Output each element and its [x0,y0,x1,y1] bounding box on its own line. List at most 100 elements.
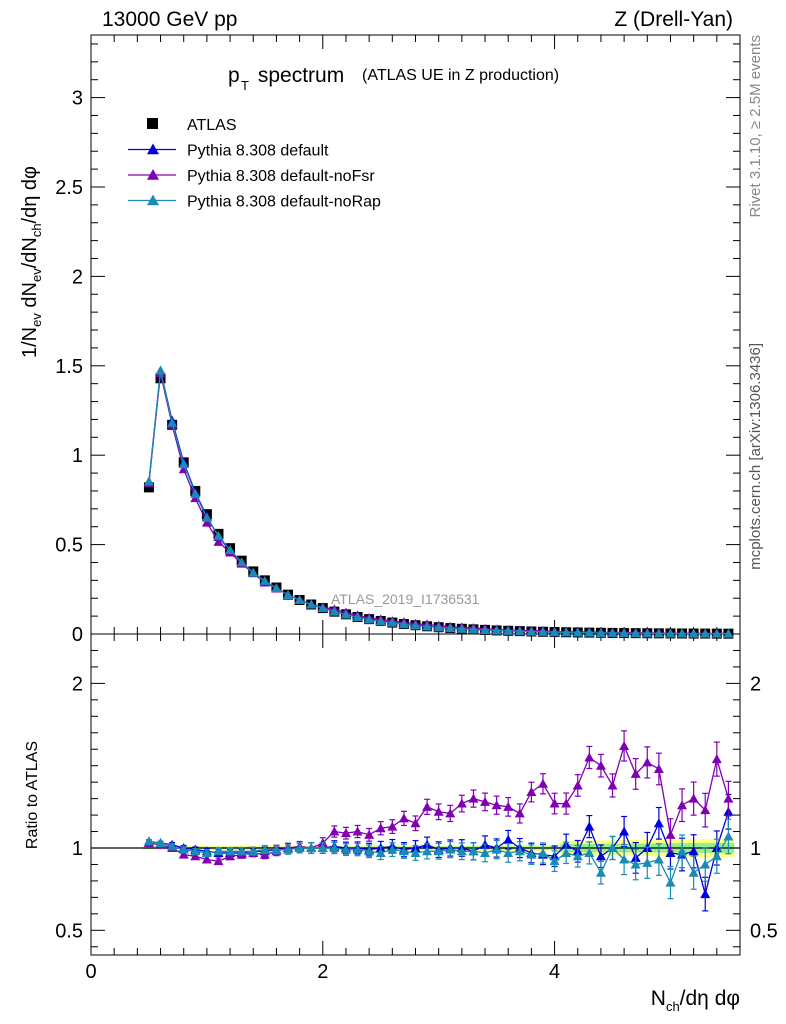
main-point-noRap [514,626,525,636]
ratio-point-noRap [723,831,734,841]
main-point-noRap [642,628,653,638]
main-point-noRap [271,582,282,592]
main-point-noRap [190,488,201,498]
ratio-point-default [584,821,595,831]
ratio-y-tick-label-right: 1 [750,838,761,860]
main-series [143,365,734,639]
main-point-noRap [294,595,305,605]
ratio-point-noFsr [410,818,421,828]
main-point-noRap [317,603,328,613]
ratio-y-tick-label-right: 0.5 [750,920,778,942]
ratio-point-noRap [619,854,630,864]
ratio-point-noRap [178,844,189,854]
ratio-point-noRap [236,846,247,856]
main-point-noRap [723,628,734,638]
ratio-point-noFsr [201,854,212,864]
main-point-noRap [445,623,456,633]
main-y-tick-label: 2.5 [55,177,83,199]
ratio-point-default [700,889,711,899]
legend-label-atlas: ATLAS [187,117,237,134]
ratio-point-noRap [642,857,653,867]
ratio-point-noRap [549,856,560,866]
main-point-noRap [711,628,722,638]
ratio-point-noFsr [387,821,398,831]
ratio-point-noFsr [584,752,595,762]
ratio-point-noFsr [549,798,560,808]
title-spectrum: spectrum [252,64,344,87]
ratio-point-noRap [572,851,583,861]
main-y-tick-label: 0.5 [55,535,83,557]
ratio-point-noRap [143,836,154,846]
ratio-point-noFsr [642,757,653,767]
main-point-noRap [561,627,572,637]
main-point-noRap [688,628,699,638]
svg-text:Nch/dη dφ: Nch/dη dφ [651,987,740,1014]
main-point-noRap [248,567,259,577]
ratio-point-noFsr [572,780,583,790]
ratio-point-noRap [329,843,340,852]
ratio-point-noFsr [653,763,664,773]
ratio-point-noFsr [619,740,630,750]
legend-label-noRap: Pythia 8.308 default-noRap [187,194,381,211]
ratio-point-noRap [491,844,502,854]
ratio-point-noRap [213,846,224,856]
ratio-point-noRap [259,844,270,854]
main-point-noRap [537,626,548,636]
ratio-point-noRap [190,846,201,856]
main-point-noFsr [213,536,224,546]
ratio-point-noRap [607,843,618,852]
legend-marker-noRap [147,194,159,206]
ratio-point-noFsr [526,787,537,797]
main-axis-ticks: 0 0.5 1 1.5 2 2.5 3 [55,43,740,646]
ratio-point-noFsr [688,793,699,803]
ratio-y-tick-label: 2 [72,673,83,695]
main-point-noRap [201,512,212,522]
main-point-noRap [143,476,154,486]
ratio-point-default [503,834,514,844]
ratio-point-noRap [317,843,328,852]
main-point-noRap [491,625,502,635]
legend-label-noFsr: Pythia 8.308 default-noFsr [187,168,375,185]
ratio-point-noFsr [630,768,641,778]
ratio-y-axis-label: Ratio to ATLAS [24,741,41,849]
main-point-noRap [236,557,247,567]
rivet-label: Rivet 3.1.10, ≥ 2.5M events [747,35,764,218]
ratio-point-noRap [561,847,572,857]
main-y-tick-label: 1 [72,445,83,467]
main-y-tick-label: 1.5 [55,356,83,378]
x-tick-label: 4 [549,961,560,983]
ratio-point-noFsr [561,798,572,808]
main-point-noRap [422,621,433,631]
main-point-noRap [433,622,444,632]
ratio-point-noRap [595,867,606,877]
x-tick-label: 2 [317,961,328,983]
main-point-noRap [340,609,351,619]
ratio-point-noFsr [178,849,189,859]
legend-marker-noFsr [147,169,159,180]
ratio-point-noRap [456,846,467,856]
ratio-point-noRap [283,844,294,854]
ratio-point-noRap [433,846,444,856]
main-point-noRap [178,459,189,469]
ratio-point-default [619,826,630,836]
main-point-noRap [468,624,479,634]
ratio-point-noFsr [456,798,467,808]
ratio-point-noRap [271,844,282,854]
ratio-point-noRap [167,841,178,851]
ratio-point-noRap [653,854,664,864]
x-tick-label: 0 [85,961,96,983]
ratio-point-noRap [630,859,641,869]
ratio-point-noRap [677,846,688,856]
ratio-point-noFsr [468,793,479,803]
ratio-point-noFsr [491,800,502,810]
main-point-noRap [630,628,641,638]
main-point-noRap [503,625,514,635]
main-point-noRap [595,627,606,637]
ratio-point-noFsr [480,796,491,806]
ratio-point-noFsr [329,826,340,836]
ratio-point-noFsr [433,806,444,816]
main-y-tick-label: 2 [72,266,83,288]
ratio-point-noFsr [352,826,363,836]
ratio-point-noFsr [190,851,201,861]
